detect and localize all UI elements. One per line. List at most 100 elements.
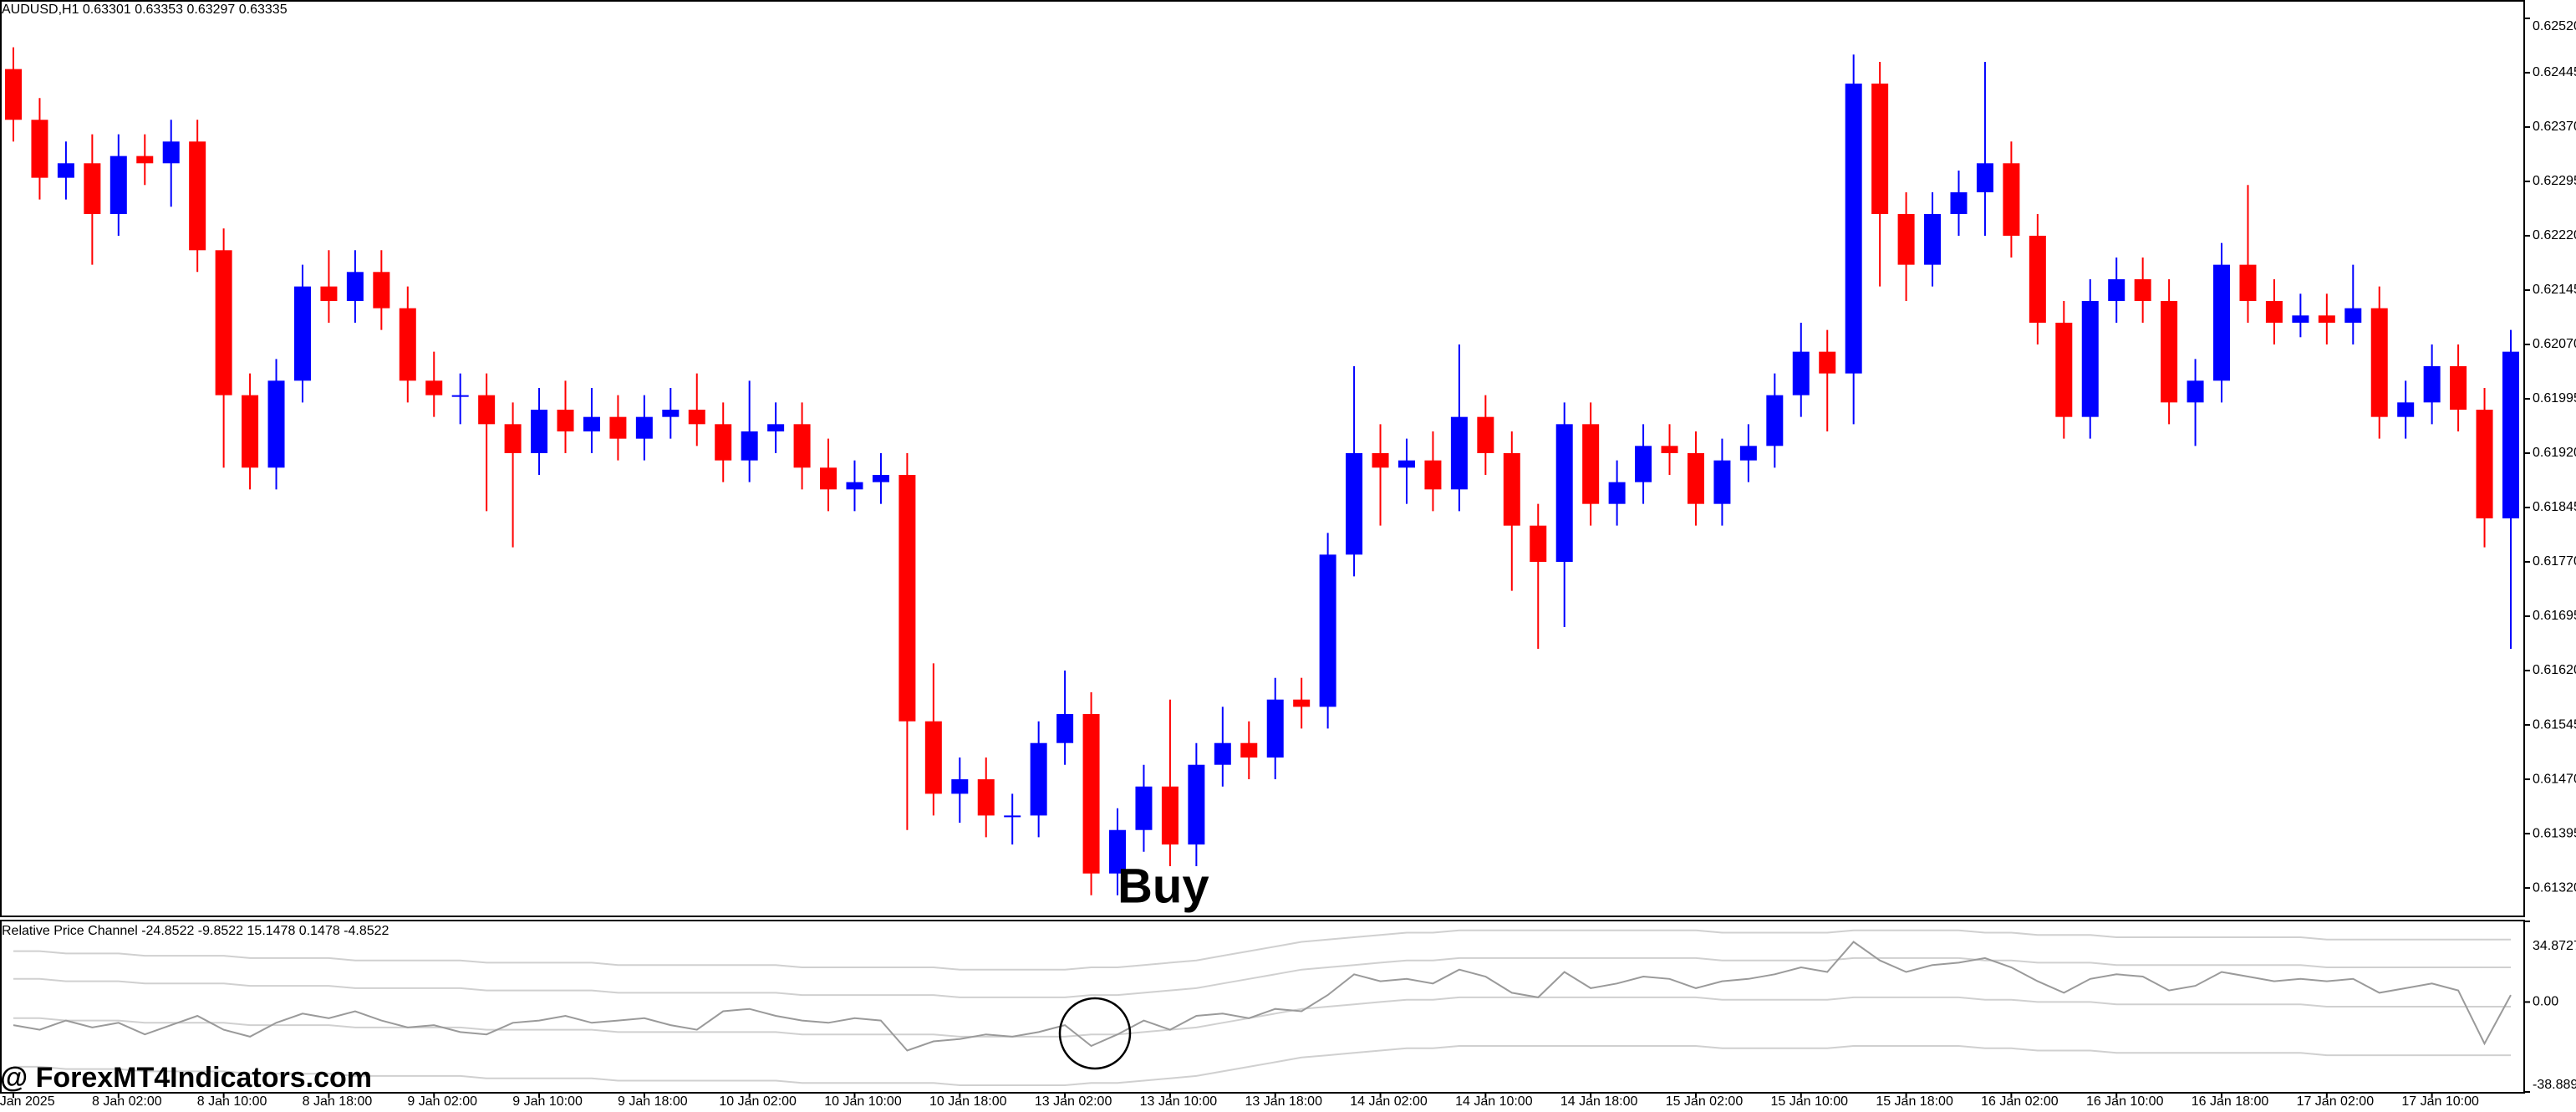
candle-body	[320, 286, 338, 301]
signal-circle	[1058, 997, 1132, 1070]
candle-body	[1477, 416, 1494, 453]
candle-body	[1608, 482, 1626, 504]
x-tick-label: 13 Jan 02:00	[1035, 1094, 1112, 1109]
candle-body	[1950, 191, 1968, 214]
candle-body	[1819, 351, 1836, 374]
x-tick-label: 10 Jan 18:00	[929, 1094, 1007, 1109]
candle-body	[1004, 815, 1021, 818]
candle-body	[741, 431, 758, 461]
candle-body	[1397, 460, 1415, 468]
candle-body	[2502, 351, 2519, 519]
x-tick-label: 16 Jan 02:00	[1981, 1094, 2059, 1109]
candle-body	[1739, 446, 1757, 461]
candle-body	[162, 141, 180, 164]
candle-body	[820, 467, 837, 490]
x-tick-label: 17 Jan 02:00	[2297, 1094, 2375, 1109]
candle-body	[1188, 764, 1205, 845]
indicator-line	[13, 1045, 2511, 1086]
x-tick-label: 16 Jan 10:00	[2086, 1094, 2164, 1109]
candle-body	[109, 156, 127, 214]
candle-body	[242, 395, 259, 468]
candle-body	[2055, 322, 2073, 417]
x-tick-label: 14 Jan 18:00	[1560, 1094, 1638, 1109]
candle-body	[425, 380, 443, 395]
candle-body	[373, 272, 390, 309]
x-tick-label: 9 Jan 18:00	[618, 1094, 688, 1109]
candle-body	[1266, 699, 1284, 758]
x-tick-label: 13 Jan 18:00	[1245, 1094, 1322, 1109]
candle-body	[583, 416, 600, 431]
candle-body	[84, 163, 101, 214]
candle-body	[557, 409, 574, 431]
candle-body	[846, 482, 863, 490]
candle-body	[1635, 446, 1652, 482]
y-tick-label: 34.8727	[2533, 939, 2576, 953]
candle-body	[977, 779, 995, 816]
y-tick-label: 0.62445	[2533, 65, 2576, 79]
candle-body	[2318, 315, 2335, 323]
candle-body	[635, 416, 653, 439]
candle-body	[1582, 424, 1600, 504]
y-tick-label: 0.61545	[2533, 717, 2576, 732]
x-tick-label: 15 Jan 10:00	[1771, 1094, 1849, 1109]
candle-body	[951, 779, 969, 794]
y-tick-label: 0.61845	[2533, 500, 2576, 514]
candle-body	[1897, 213, 1915, 265]
indicator-title: Relative Price Channel -24.8522 -9.8522 …	[2, 924, 389, 938]
candle-body	[1030, 742, 1047, 816]
indicator-line	[13, 941, 2512, 1052]
x-tick-label: 10 Jan 02:00	[719, 1094, 797, 1109]
candle-body	[1713, 460, 1731, 504]
x-tick-label: 14 Jan 10:00	[1455, 1094, 1533, 1109]
candle-body	[1161, 786, 1179, 845]
candle-body	[346, 272, 364, 301]
candle-body	[899, 475, 916, 722]
x-tick-label: 13 Jan 10:00	[1140, 1094, 1218, 1109]
candle-body	[504, 424, 522, 453]
x-tick-label: 8 Jan 02:00	[92, 1094, 162, 1109]
candle-body	[1293, 699, 1311, 707]
candle-body	[1135, 786, 1153, 830]
indicator-line	[13, 996, 2511, 1038]
candle-body	[1372, 452, 1389, 468]
candle-body	[2476, 409, 2493, 519]
candle-body	[609, 416, 627, 439]
candle-body	[924, 721, 942, 794]
y-tick-label: 0.62145	[2533, 283, 2576, 297]
candle-body	[2108, 278, 2125, 301]
candle-body	[1687, 452, 1704, 504]
chart-title: AUDUSD,H1 0.63301 0.63353 0.63297 0.6333…	[2, 3, 288, 17]
candle-body	[478, 395, 496, 425]
candle-body	[2344, 308, 2362, 323]
y-tick-label: 0.61320	[2533, 880, 2576, 895]
main-panel-frame	[0, 0, 2525, 917]
candle-body	[1871, 83, 1889, 214]
candle-body	[31, 120, 48, 178]
candle-body	[2161, 300, 2178, 403]
candle-body	[2397, 402, 2415, 417]
candle-body	[1109, 829, 1127, 874]
candle-body	[267, 380, 285, 468]
candle-body	[451, 395, 469, 397]
x-tick-label: 9 Jan 02:00	[407, 1094, 477, 1109]
candle-body	[399, 308, 416, 381]
annotation: Buy	[1117, 859, 1209, 913]
candle-body	[793, 424, 811, 468]
x-tick-label: 10 Jan 10:00	[824, 1094, 902, 1109]
y-tick-label: 0.62295	[2533, 174, 2576, 188]
candle-body	[2081, 300, 2099, 417]
y-tick-label: 0.61395	[2533, 826, 2576, 840]
candle-body	[57, 163, 74, 178]
candle-body	[2003, 163, 2020, 236]
candle-body	[293, 286, 311, 381]
x-tick-label: 15 Jan 18:00	[1876, 1094, 1953, 1109]
candle-body	[1056, 714, 1074, 743]
x-tick-label: 14 Jan 02:00	[1350, 1094, 1428, 1109]
